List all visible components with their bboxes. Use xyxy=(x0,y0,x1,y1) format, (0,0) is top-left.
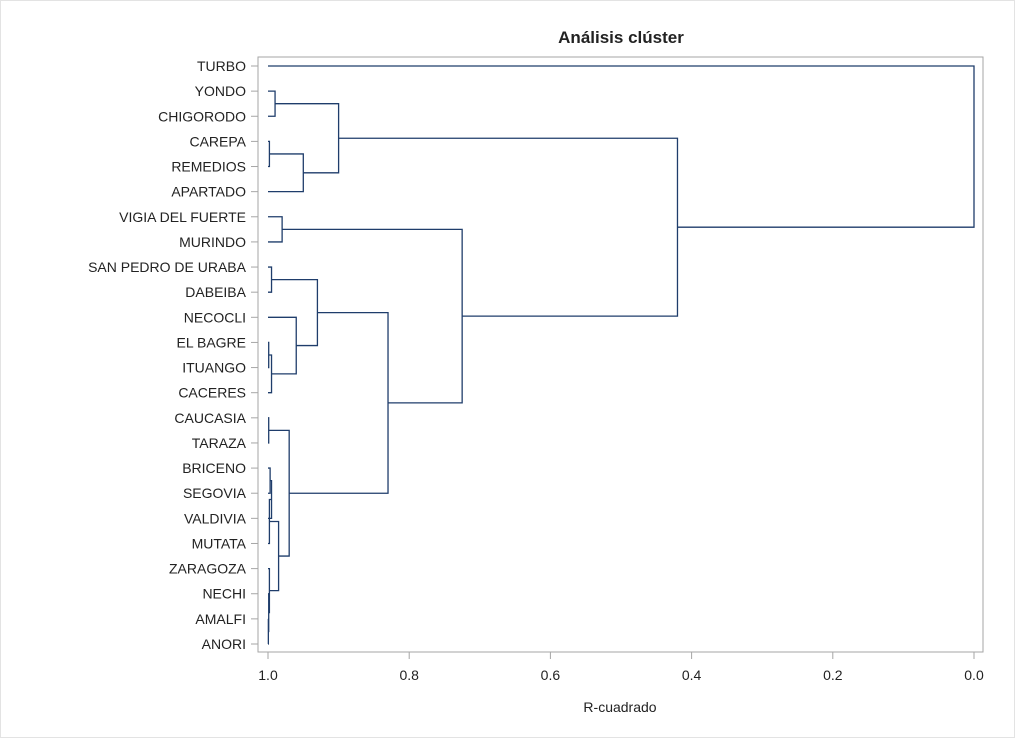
leaf-label: NECOCLI xyxy=(184,309,246,325)
leaf-label: VALDIVIA xyxy=(184,510,247,526)
x-tick-label: 0.6 xyxy=(541,667,561,683)
leaf-label: ANORI xyxy=(202,636,246,652)
leaf-label: MURINDO xyxy=(179,234,246,250)
leaf-label: DABEIBA xyxy=(185,284,246,300)
leaf-label: EL BAGRE xyxy=(176,334,246,350)
merge-branch xyxy=(268,418,269,443)
leaf-label: MUTATA xyxy=(192,535,247,551)
chart-title: Análisis clúster xyxy=(558,28,684,47)
x-tick-label: 1.0 xyxy=(258,667,278,683)
leaf-label: CHIGORODO xyxy=(158,108,246,124)
leaf-label: BRICENO xyxy=(182,460,246,476)
leaf-label: AMALFI xyxy=(195,611,246,627)
leaf-label: CACERES xyxy=(178,385,246,401)
merge-branch xyxy=(268,342,269,367)
leaf-label: TARAZA xyxy=(192,435,247,451)
x-tick-label: 0.0 xyxy=(964,667,984,683)
leaf-label: SEGOVIA xyxy=(183,485,247,501)
x-tick-label: 0.2 xyxy=(823,667,843,683)
merge-branch xyxy=(268,594,269,632)
leaf-label: VIGIA DEL FUERTE xyxy=(119,209,246,225)
leaf-label: REMEDIOS xyxy=(171,159,246,175)
leaf-label: SAN PEDRO DE URABA xyxy=(88,259,247,275)
x-tick-label: 0.4 xyxy=(682,667,702,683)
leaf-label: YONDO xyxy=(195,83,246,99)
leaf-label: TURBO xyxy=(197,58,246,74)
leaf-label: CAREPA xyxy=(189,133,246,149)
leaf-label: CAUCASIA xyxy=(174,410,246,426)
x-tick-label: 0.8 xyxy=(399,667,419,683)
x-axis-label: R-cuadrado xyxy=(583,699,656,715)
leaf-label: NECHI xyxy=(202,586,246,602)
leaf-label: ITUANGO xyxy=(182,360,246,376)
leaf-label: ZARAGOZA xyxy=(169,561,247,577)
leaf-label: APARTADO xyxy=(171,184,246,200)
